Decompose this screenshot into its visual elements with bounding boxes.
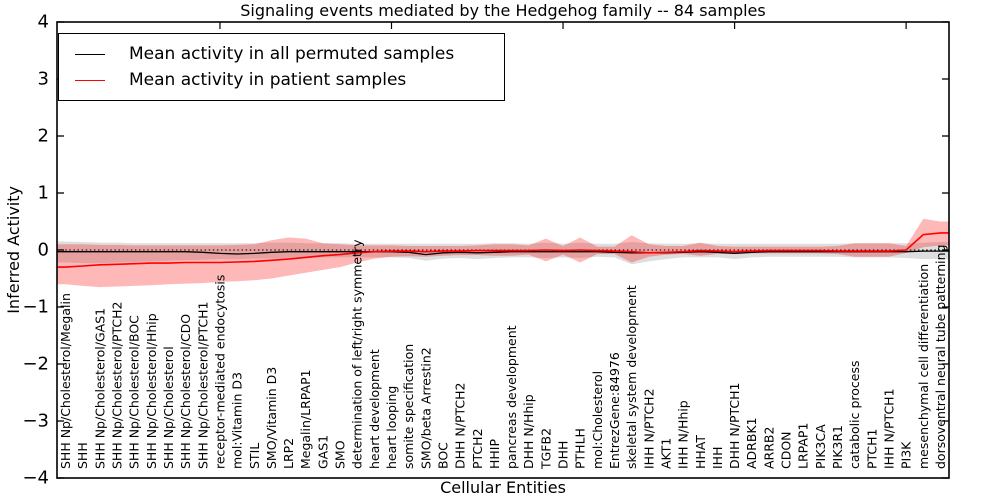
x-tick-label: PTCH1 — [864, 428, 879, 469]
legend: Mean activity in all permuted samples Me… — [58, 33, 505, 101]
x-tick-label: determination of left/right symmetry — [350, 239, 365, 469]
x-tick-label: DHH N/PTCH2 — [453, 383, 468, 469]
x-tick-label: STIL — [247, 443, 262, 469]
legend-label-patient: Mean activity in patient samples — [129, 70, 407, 90]
y-tick-label: −3 — [22, 411, 49, 432]
y-tick-label: −1 — [22, 297, 49, 318]
band-patient — [57, 218, 949, 288]
band-permuted — [57, 241, 949, 265]
x-tick-label: SHH Np/Cholesterol/GAS1 — [92, 308, 107, 469]
x-tick-label: EntrezGene:84976 — [607, 352, 622, 469]
x-tick-label: PI3K — [899, 441, 914, 469]
mean-line-patient — [57, 232, 949, 268]
x-tick-label: Megalin/LRPAP1 — [298, 369, 313, 469]
legend-row-patient: Mean activity in patient samples — [75, 67, 494, 93]
x-tick-label: ADRBK1 — [744, 417, 759, 469]
x-tick-label: catabolic process — [847, 360, 862, 469]
legend-line-permuted-icon — [75, 53, 105, 55]
x-tick-label: AKT1 — [658, 438, 673, 469]
x-axis-label: Cellular Entities — [440, 478, 566, 497]
x-tick-label: SMO/Vitamin D3 — [264, 367, 279, 469]
x-tick-label: SMO — [333, 440, 348, 469]
y-axis-label: Inferred Activity — [3, 186, 23, 314]
x-tick-label: BOC — [435, 442, 450, 469]
x-tick-label: PTCH2 — [470, 428, 485, 469]
chart-title: Signaling events mediated by the Hedgeho… — [240, 1, 766, 20]
x-tick-label: PTHLH — [573, 428, 588, 469]
x-tick-label: ARRB2 — [761, 427, 776, 469]
y-tick-label: 2 — [38, 126, 49, 147]
x-tick-label: PIK3CA — [813, 424, 828, 469]
x-tick-label: DHH — [556, 441, 571, 469]
x-tick-label: DHH N/Hhip — [521, 394, 536, 469]
x-tick-label: SMO/beta Arrestin2 — [418, 347, 433, 469]
x-tick-label: SHH Np/Cholesterol/BOC — [127, 315, 142, 469]
x-tick-label: IHH N/PTCH1 — [881, 388, 896, 469]
x-tick-label: dorsoventral neural tube patterning — [933, 245, 948, 470]
mean-line-permuted — [57, 250, 949, 256]
x-tick-label: HHIP — [487, 439, 502, 469]
x-tick-label: TGFB2 — [538, 428, 553, 470]
x-tick-label: SHH Np/Cholesterol/PTCH2 — [110, 302, 125, 470]
x-tick-label: IHH N/Hhip — [676, 400, 691, 469]
x-tick-label: IHH — [710, 447, 725, 470]
x-tick-label: SHH — [75, 442, 90, 469]
y-axis-label-wrap: Inferred Activity — [0, 0, 26, 500]
x-tick-label: CDON — [779, 431, 794, 469]
x-tick-label: SHH Np/Cholesterol/Megalin — [58, 293, 73, 469]
x-tick-label: SHH Np/Cholesterol — [161, 346, 176, 469]
x-tick-label: mol:Vitamin D3 — [230, 372, 245, 469]
x-tick-label: DHH N/PTCH1 — [727, 383, 742, 469]
x-tick-label: mesenchymal cell differentiation — [916, 264, 931, 469]
y-tick-label: −2 — [22, 354, 49, 375]
y-tick-label: 0 — [38, 240, 49, 261]
x-tick-label: SHH Np/Cholesterol/CDO — [178, 314, 193, 469]
x-tick-label: pancreas development — [504, 325, 519, 469]
x-tick-label: HHAT — [693, 435, 708, 469]
x-tick-label: somite specification — [401, 344, 416, 469]
x-tick-label: receptor-mediated endocytosis — [212, 275, 227, 469]
y-tick-label: 3 — [38, 69, 49, 90]
x-tick-label: SHH Np/Cholesterol/PTCH1 — [195, 302, 210, 470]
x-tick-label: heart looping — [384, 386, 399, 469]
x-tick-label: LRP2 — [281, 438, 296, 469]
legend-label-permuted: Mean activity in all permuted samples — [129, 44, 455, 64]
y-tick-label: −4 — [22, 468, 49, 489]
x-tick-label: PIK3R1 — [830, 425, 845, 469]
x-tick-label: heart development — [367, 349, 382, 469]
x-tick-label: mol:Cholesterol — [590, 371, 605, 469]
y-tick-label: 4 — [38, 12, 49, 33]
legend-line-patient-icon — [75, 79, 105, 81]
x-tick-label: SHH Np/Cholesterol/Hhip — [144, 313, 159, 469]
x-tick-label: skeletal system development — [624, 285, 639, 469]
y-tick-label: 1 — [38, 183, 49, 204]
x-tick-label: LRPAP1 — [796, 423, 811, 469]
x-tick-label: GAS1 — [315, 435, 330, 469]
legend-row-permuted: Mean activity in all permuted samples — [75, 41, 494, 67]
x-tick-label: IHH N/PTCH2 — [641, 388, 656, 469]
